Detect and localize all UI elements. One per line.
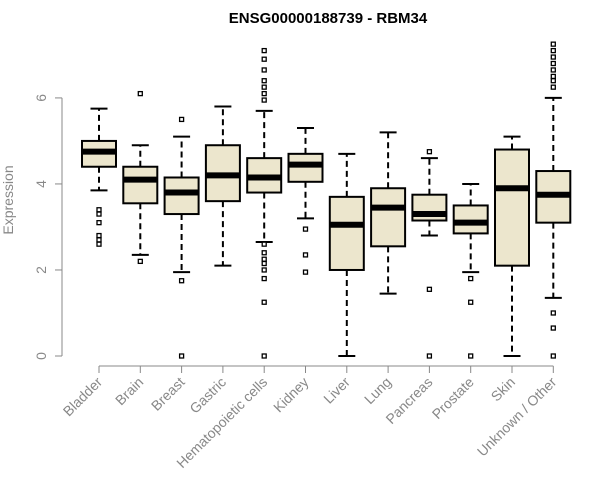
box-group xyxy=(163,116,200,359)
x-tick-label: Prostate xyxy=(429,374,477,422)
outlier-point xyxy=(550,60,556,67)
outlier-point xyxy=(261,250,267,256)
x-tick-label: Lung xyxy=(361,374,394,407)
outlier-point xyxy=(302,252,309,258)
outlier-point xyxy=(261,275,267,282)
x-tick-label: Breast xyxy=(148,374,188,414)
box xyxy=(287,152,324,183)
outlier-point xyxy=(261,97,267,103)
outlier-point xyxy=(468,275,474,282)
outlier-point xyxy=(550,310,556,316)
x-tick-label: Skin xyxy=(488,374,519,405)
outlier-point xyxy=(550,78,556,84)
outlier-point xyxy=(426,286,433,292)
outlier-point xyxy=(550,73,556,80)
box-group xyxy=(122,90,159,265)
box-group xyxy=(535,41,572,359)
outlier-point xyxy=(261,56,267,62)
outlier-point xyxy=(261,256,267,262)
outlier-point xyxy=(550,325,556,331)
box-group xyxy=(452,182,489,359)
box-group xyxy=(246,47,283,359)
outlier-point xyxy=(426,353,433,359)
chart-title: ENSG00000188739 - RBM34 xyxy=(229,10,428,27)
outlier-point xyxy=(261,267,267,273)
x-tick-label: Kidney xyxy=(270,374,312,416)
box xyxy=(494,148,530,267)
y-tick-label: 0 xyxy=(33,352,49,360)
box xyxy=(328,195,365,271)
outlier-point xyxy=(261,78,267,84)
x-tick-label: Brain xyxy=(112,374,146,408)
y-axis: 0 2 4 6 xyxy=(33,94,63,360)
outlier-point xyxy=(96,220,102,226)
y-axis-label: Expression xyxy=(0,165,16,234)
box xyxy=(370,187,407,248)
box-group xyxy=(81,107,117,247)
outlier-point xyxy=(261,90,267,97)
outlier-point xyxy=(178,353,185,359)
outlier-point xyxy=(261,299,267,305)
box-group xyxy=(494,135,530,357)
box-group xyxy=(328,152,365,357)
box xyxy=(163,176,200,216)
y-tick-label: 4 xyxy=(33,180,49,188)
box-group xyxy=(287,127,324,275)
outlier-point xyxy=(261,84,267,90)
outlier-point xyxy=(550,67,556,73)
outlier-point xyxy=(468,299,474,305)
outlier-point xyxy=(96,232,102,239)
box xyxy=(452,204,489,235)
outlier-point xyxy=(178,116,185,123)
outlier-point xyxy=(426,149,433,155)
outlier-point xyxy=(96,237,102,243)
x-tick-label: Liver xyxy=(320,374,353,407)
outlier-point xyxy=(261,47,267,54)
outlier-point xyxy=(261,353,267,359)
outlier-point xyxy=(550,47,556,54)
outlier-point xyxy=(261,67,267,73)
outlier-point xyxy=(178,278,185,284)
box-group xyxy=(204,105,241,267)
box xyxy=(122,165,159,205)
outlier-point xyxy=(96,211,102,217)
boxes-layer xyxy=(81,41,572,359)
outlier-point xyxy=(137,90,143,97)
outlier-point xyxy=(550,41,556,47)
outlier-point xyxy=(137,258,143,265)
outlier-point xyxy=(550,54,556,60)
outlier-point xyxy=(468,353,474,359)
box-group xyxy=(411,149,448,359)
x-tick-label: Bladder xyxy=(60,374,106,420)
outlier-point xyxy=(550,84,556,90)
outlier-point xyxy=(302,226,309,232)
y-tick-label: 2 xyxy=(33,266,49,274)
outlier-point xyxy=(302,269,309,275)
outlier-point xyxy=(96,241,102,247)
outlier-point xyxy=(550,353,556,359)
outlier-point xyxy=(261,260,267,267)
y-tick-label: 6 xyxy=(33,94,49,102)
box-group xyxy=(370,131,407,295)
outlier-point xyxy=(96,207,102,213)
outlier-point xyxy=(261,241,267,247)
